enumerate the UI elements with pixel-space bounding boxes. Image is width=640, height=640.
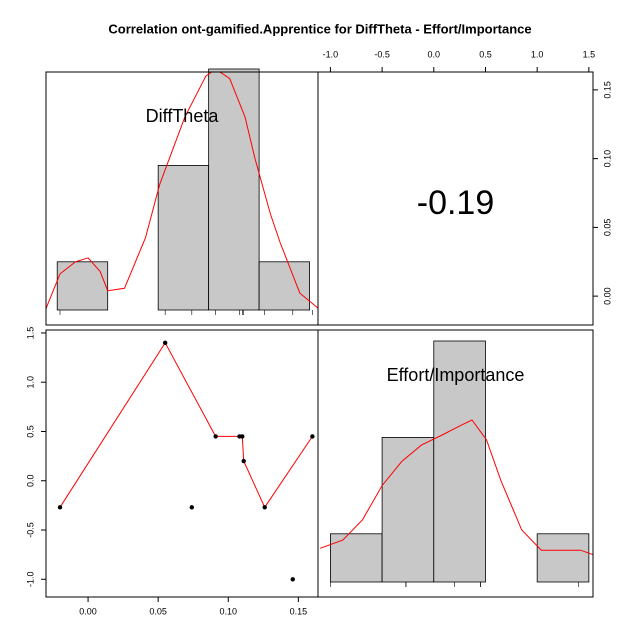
y-tick-label: 1.0 [25, 376, 35, 389]
panel-frame [317, 329, 594, 598]
bar [381, 436, 435, 583]
point [213, 434, 218, 439]
y-tick-label: -1.0 [25, 572, 35, 588]
y-tick-label: 0.5 [25, 425, 35, 438]
panel-frame [45, 329, 319, 598]
point [189, 505, 195, 510]
bar [330, 533, 383, 583]
point [57, 505, 63, 510]
density-line [319, 419, 593, 556]
y-tick-label: 0.05 [602, 219, 612, 237]
bar [433, 340, 486, 583]
point [240, 434, 245, 439]
smooth-line [59, 341, 313, 509]
x-tick-label: 0.0 [428, 49, 441, 59]
point [290, 577, 295, 582]
x-tick-label: 1.0 [531, 49, 544, 59]
bar [56, 261, 109, 311]
bar [208, 68, 260, 311]
density-line [46, 72, 318, 309]
x-tick-label: -1.0 [323, 49, 339, 59]
correlation-value: -0.19 [417, 184, 495, 222]
point [241, 458, 246, 464]
x-tick-label: 1.5 [583, 49, 596, 59]
y-tick-label: -0.5 [25, 522, 35, 538]
y-tick-label: 0.00 [602, 287, 612, 305]
y-tick-label: 1.5 [25, 327, 35, 340]
y-tick-label: 0.0 [25, 474, 35, 487]
panel-label: Effort/Importance [387, 365, 525, 385]
chart-title: Correlation ont-gamified.Apprentice for … [108, 21, 531, 36]
point [162, 340, 168, 346]
y-tick-label: 0.10 [602, 150, 612, 168]
point [310, 434, 315, 439]
x-tick-label: 0.05 [149, 606, 167, 616]
panel-frame [317, 71, 594, 326]
bar [157, 164, 210, 311]
panel-label: DiffTheta [146, 106, 220, 126]
x-tick-label: 0.5 [479, 49, 492, 59]
x-tick-label: 0.10 [220, 606, 238, 616]
x-tick-label: 0.15 [290, 606, 308, 616]
x-tick-label: 0.00 [79, 606, 97, 616]
bar [536, 533, 590, 583]
point [262, 505, 267, 510]
x-tick-label: -0.5 [374, 49, 390, 59]
bar [258, 261, 310, 311]
y-tick-label: 0.15 [602, 81, 612, 99]
